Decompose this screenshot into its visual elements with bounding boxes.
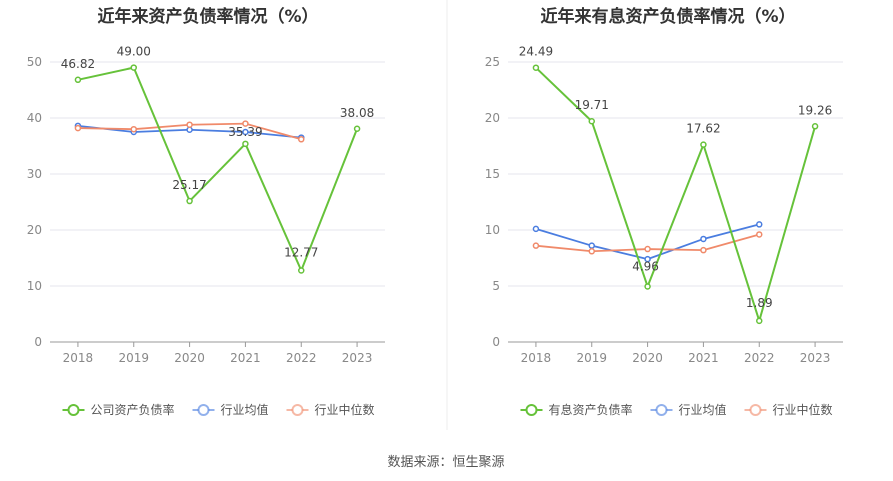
y-tick-label: 10 bbox=[27, 279, 42, 293]
data-point-main bbox=[756, 317, 763, 325]
y-tick-label: 5 bbox=[492, 279, 500, 293]
x-tick-label: 2023 bbox=[800, 351, 831, 365]
data-label: 38.08 bbox=[340, 106, 374, 120]
data-point-main bbox=[644, 283, 651, 290]
data-point-avg bbox=[186, 126, 193, 134]
chart-title: 近年来资产负债率情况（%） bbox=[97, 6, 318, 27]
data-label: 19.26 bbox=[798, 103, 832, 117]
y-tick-label: 20 bbox=[27, 223, 42, 237]
series-line-main bbox=[535, 66, 817, 322]
interest-bearing-liability-chart: 近年来有息资产负债率情况（%） 0 5 10 15 20 25 2018 2019 2020 202… bbox=[485, 6, 843, 417]
x-tick-label: 2018 bbox=[63, 351, 94, 365]
data-point-median bbox=[588, 248, 595, 255]
data-point-median bbox=[700, 246, 707, 254]
data-point-avg bbox=[588, 242, 595, 249]
x-tick-label: 2019 bbox=[118, 351, 149, 365]
data-point-main bbox=[811, 123, 819, 130]
data-point-median bbox=[756, 231, 763, 238]
legend-swatch-marker bbox=[67, 404, 80, 416]
data-label: 35.39 bbox=[228, 125, 262, 139]
y-tick-label: 30 bbox=[27, 167, 42, 181]
data-label: 19.71 bbox=[575, 98, 609, 112]
data-label: 4.96 bbox=[632, 259, 659, 273]
data-point-avg bbox=[532, 225, 540, 233]
data-point-main bbox=[298, 267, 305, 274]
y-tick-label: 0 bbox=[34, 335, 42, 349]
x-tick-label: 2019 bbox=[576, 351, 607, 365]
legend-swatch-marker bbox=[525, 404, 538, 416]
chart-title: 近年来有息资产负债率情况（%） bbox=[540, 6, 795, 27]
data-point-main bbox=[186, 197, 193, 205]
y-tick-label: 0 bbox=[492, 335, 500, 349]
x-tick-label: 2018 bbox=[521, 351, 552, 365]
legend-label: 有息资产负债率 bbox=[549, 402, 633, 417]
series-line-main bbox=[77, 66, 359, 272]
x-tick-label: 2023 bbox=[342, 351, 373, 365]
data-point-median bbox=[298, 136, 305, 143]
y-tick-label: 10 bbox=[485, 223, 500, 237]
y-tick-label: 40 bbox=[27, 111, 42, 125]
data-label: 17.62 bbox=[686, 122, 720, 136]
data-point-median bbox=[532, 242, 540, 249]
data-label: 25.17 bbox=[172, 178, 206, 192]
data-point-main bbox=[700, 141, 707, 148]
x-tick-label: 2020 bbox=[174, 351, 205, 365]
x-tick-label: 2021 bbox=[688, 351, 719, 365]
y-tick-label: 50 bbox=[27, 55, 42, 69]
data-point-median bbox=[644, 245, 651, 253]
data-point-avg bbox=[700, 235, 707, 243]
legend-label: 公司资产负债率 bbox=[91, 402, 175, 417]
legend-label: 行业中位数 bbox=[773, 402, 833, 417]
legend-label: 行业中位数 bbox=[315, 402, 375, 417]
data-point-main bbox=[242, 140, 249, 148]
data-point-median bbox=[186, 121, 193, 128]
asset-liability-chart: 近年来资产负债率情况（%） 0 10 20 30 40 50 2018 2019 2020 2021… bbox=[27, 6, 385, 417]
data-point-main bbox=[74, 76, 82, 84]
data-point-avg bbox=[756, 221, 763, 228]
legend-swatch-marker bbox=[291, 404, 304, 416]
data-label: 1.89 bbox=[746, 296, 773, 310]
legend-label: 行业均值 bbox=[221, 402, 269, 417]
data-label: 49.00 bbox=[117, 45, 151, 59]
legend-swatch-marker bbox=[655, 404, 668, 416]
y-tick-label: 20 bbox=[485, 111, 500, 125]
legend-swatch-marker bbox=[197, 404, 210, 416]
y-tick-label: 25 bbox=[485, 55, 500, 69]
legend-label: 行业均值 bbox=[679, 402, 727, 417]
x-tick-label: 2020 bbox=[632, 351, 663, 365]
data-label: 12.77 bbox=[284, 245, 318, 259]
data-label: 24.49 bbox=[519, 45, 553, 59]
data-point-avg bbox=[644, 255, 651, 263]
data-point-avg bbox=[242, 128, 249, 136]
data-point-median bbox=[74, 124, 82, 132]
y-tick-label: 15 bbox=[485, 167, 500, 181]
legend-swatch-marker bbox=[749, 404, 762, 416]
x-tick-label: 2022 bbox=[744, 351, 775, 365]
data-point-main bbox=[588, 117, 595, 125]
data-point-median bbox=[242, 120, 249, 127]
x-tick-label: 2022 bbox=[286, 351, 317, 365]
data-point-main bbox=[353, 125, 361, 133]
data-point-main bbox=[130, 64, 137, 71]
data-point-median bbox=[130, 125, 137, 133]
data-label: 46.82 bbox=[61, 57, 95, 71]
data-source: 数据来源：恒生聚源 bbox=[387, 455, 504, 470]
data-point-main bbox=[532, 64, 540, 71]
x-tick-label: 2021 bbox=[230, 351, 261, 365]
